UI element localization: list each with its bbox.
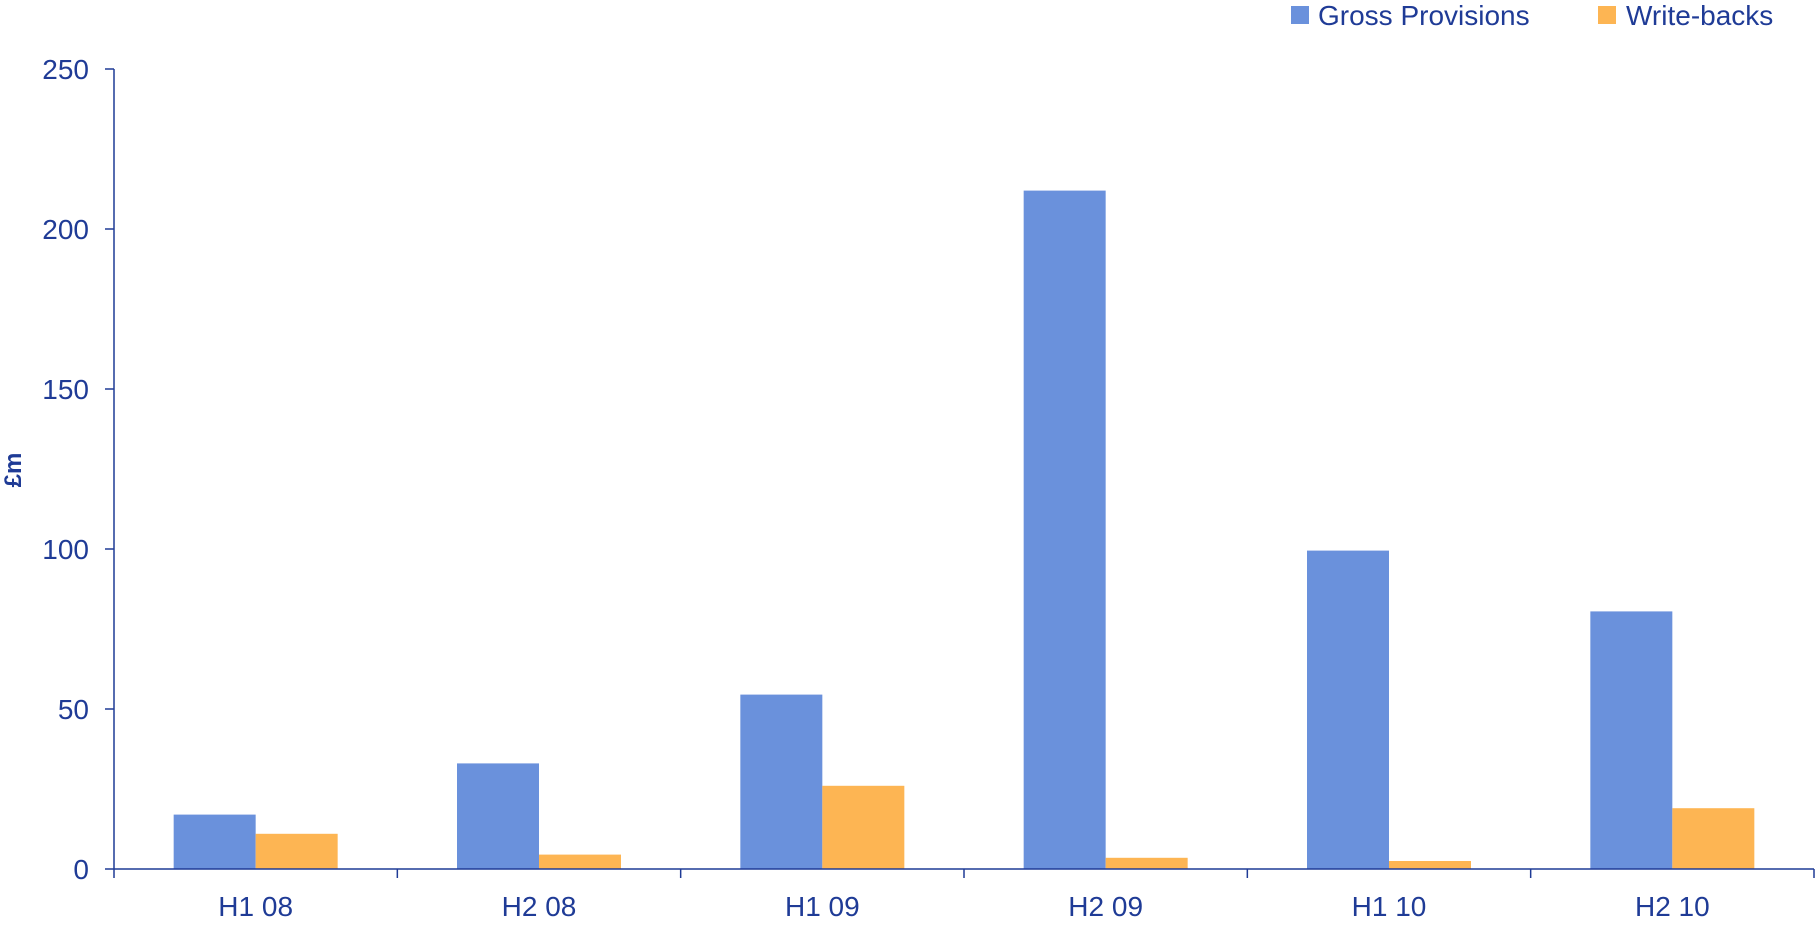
bar-write-backs-h1-10 [1389, 861, 1471, 869]
x-tick-label: H2 09 [1068, 891, 1143, 922]
x-tick-label: H1 09 [785, 891, 860, 922]
bar-gross-provisions-h1-10 [1307, 550, 1389, 869]
x-tick-label: H1 10 [1352, 891, 1427, 922]
bar-write-backs-h1-09 [822, 785, 905, 869]
bar-gross-provisions-h2-09 [1023, 190, 1106, 870]
bar-write-backs-h1-08 [255, 833, 338, 869]
bar-write-backs-h2-10 [1672, 808, 1755, 869]
bar-gross-provisions-h1-09 [740, 694, 823, 869]
x-tick-label: H2 10 [1635, 891, 1710, 922]
legend: Gross Provisions Write-backs [1291, 0, 1773, 31]
bar-gross-provisions-h2-10 [1590, 611, 1673, 869]
bar-gross-provisions-h1-08 [173, 814, 256, 869]
y-tick-label: 200 [42, 214, 89, 245]
y-axis-title: £m [0, 453, 27, 488]
legend-swatch-write-backs [1598, 6, 1616, 24]
bar-write-backs-h2-08 [539, 854, 621, 869]
y-tick-label: 150 [42, 374, 89, 405]
legend-label-write-backs: Write-backs [1626, 0, 1773, 31]
bar-gross-provisions-h2-08 [457, 763, 539, 869]
bar-write-backs-h2-09 [1105, 857, 1188, 869]
y-tick-label: 250 [42, 54, 89, 85]
x-tick-label: H2 08 [502, 891, 577, 922]
axes: 0 50 100 150 200 250 H1 08 H2 08 H1 09 H2 09 H1 10… [42, 54, 1815, 922]
bars [173, 190, 1755, 870]
y-tick-label: 0 [73, 854, 89, 885]
y-tick-label: 100 [42, 534, 89, 565]
y-tick-label: 50 [58, 694, 89, 725]
legend-label-gross-provisions: Gross Provisions [1318, 0, 1530, 31]
x-tick-label: H1 08 [218, 891, 293, 922]
legend-swatch-gross-provisions [1291, 6, 1309, 24]
